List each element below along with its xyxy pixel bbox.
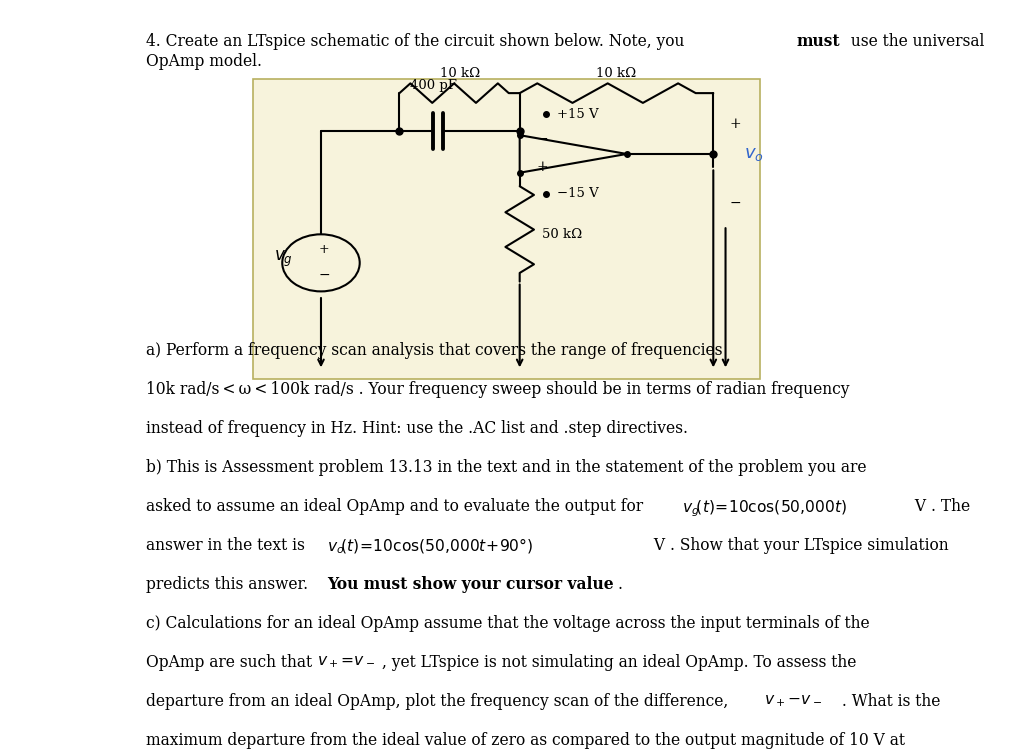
Text: answer in the text is: answer in the text is: [146, 537, 310, 554]
Text: OpAmp model.: OpAmp model.: [146, 53, 262, 70]
Text: +: +: [319, 243, 329, 256]
Text: instead of frequency in Hz. Hint: use the .AC list and .step directives.: instead of frequency in Hz. Hint: use th…: [146, 420, 688, 437]
Text: a) Perform a frequency scan analysis that covers the range of frequencies: a) Perform a frequency scan analysis tha…: [146, 342, 722, 359]
Text: 10k rad/s < ω < 100k rad/s . Your frequency sweep should be in terms of radian f: 10k rad/s < ω < 100k rad/s . Your freque…: [146, 381, 849, 398]
Text: must: must: [797, 33, 841, 50]
Text: predicts this answer.: predicts this answer.: [146, 576, 313, 593]
Text: $v_o\!\left(t\right)\!=\!10\cos\!\left(50{,}000t\!+\!90°\right)$: $v_o\!\left(t\right)\!=\!10\cos\!\left(5…: [327, 537, 533, 556]
Text: +: +: [730, 117, 742, 131]
Text: , yet LTspice is not simulating an ideal OpAmp. To assess the: , yet LTspice is not simulating an ideal…: [382, 654, 857, 671]
Text: 4. Create an LTspice schematic of the circuit shown below. Note, you: 4. Create an LTspice schematic of the ci…: [146, 33, 689, 50]
Text: $v_+\!=\!v_-$: $v_+\!=\!v_-$: [317, 654, 375, 670]
Text: +15 V: +15 V: [556, 107, 598, 121]
Text: 10 kΩ: 10 kΩ: [439, 67, 480, 80]
Text: −: −: [536, 132, 548, 146]
Text: You must show your cursor value: You must show your cursor value: [327, 576, 613, 593]
Text: maximum departure from the ideal value of zero as compared to the output magnitu: maximum departure from the ideal value o…: [146, 732, 905, 749]
Text: b) This is Assessment problem 13.13 in the text and in the statement of the prob: b) This is Assessment problem 13.13 in t…: [146, 459, 866, 476]
Text: .: .: [618, 576, 623, 593]
Text: 50 kΩ: 50 kΩ: [542, 228, 582, 241]
Text: $v_g\!\left(t\right)\!=\!10\cos\!\left(50{,}000t\right)$: $v_g\!\left(t\right)\!=\!10\cos\!\left(5…: [682, 498, 847, 518]
Text: −: −: [318, 268, 330, 282]
Text: 400 pF: 400 pF: [410, 80, 457, 92]
Text: V . The: V . The: [910, 498, 970, 515]
FancyBboxPatch shape: [253, 79, 760, 379]
Text: . What is the: . What is the: [837, 693, 940, 710]
Text: V . Show that your LTspice simulation: V . Show that your LTspice simulation: [649, 537, 949, 554]
Text: +: +: [536, 161, 548, 174]
Text: $v_g$: $v_g$: [274, 249, 292, 269]
Text: OpAmp are such that: OpAmp are such that: [146, 654, 317, 671]
Text: $v_+\!-\!v_-$: $v_+\!-\!v_-$: [764, 693, 822, 709]
Text: asked to assume an ideal OpAmp and to evaluate the output for: asked to assume an ideal OpAmp and to ev…: [146, 498, 648, 515]
Text: 10 kΩ: 10 kΩ: [596, 67, 637, 80]
Text: departure from an ideal OpAmp, plot the frequency scan of the difference,: departure from an ideal OpAmp, plot the …: [146, 693, 733, 710]
Text: c) Calculations for an ideal OpAmp assume that the voltage across the input term: c) Calculations for an ideal OpAmp assum…: [146, 615, 869, 632]
Text: −: −: [730, 196, 742, 210]
Text: −15 V: −15 V: [556, 187, 598, 201]
Text: $v_o$: $v_o$: [744, 145, 763, 163]
Text: use the universal: use the universal: [846, 33, 984, 50]
